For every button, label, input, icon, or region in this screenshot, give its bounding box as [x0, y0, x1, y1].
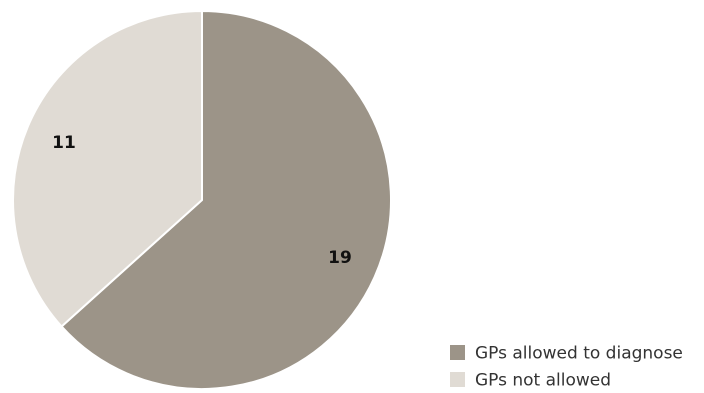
slice-value-label: 11 [52, 133, 76, 153]
legend-label: GPs not allowed [475, 371, 611, 391]
pie-slice-1 [60, 10, 392, 390]
pie-slice-2 [12, 10, 203, 328]
legend: GPs allowed to diagnose GPs not allowed [450, 344, 683, 391]
pie-slices [12, 10, 392, 390]
legend-swatch [450, 372, 465, 387]
legend-label: GPs allowed to diagnose [475, 344, 683, 364]
legend-swatch [450, 345, 465, 360]
slice-value-label: 19 [328, 248, 352, 268]
